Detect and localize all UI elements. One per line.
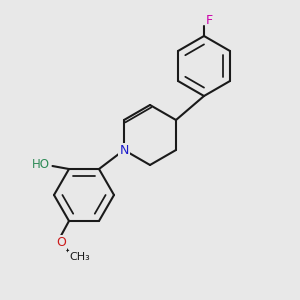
Text: HO: HO bbox=[32, 158, 50, 171]
Text: F: F bbox=[206, 14, 213, 27]
Text: N: N bbox=[119, 143, 129, 157]
Text: CH₃: CH₃ bbox=[69, 252, 90, 262]
Text: O: O bbox=[57, 236, 66, 249]
